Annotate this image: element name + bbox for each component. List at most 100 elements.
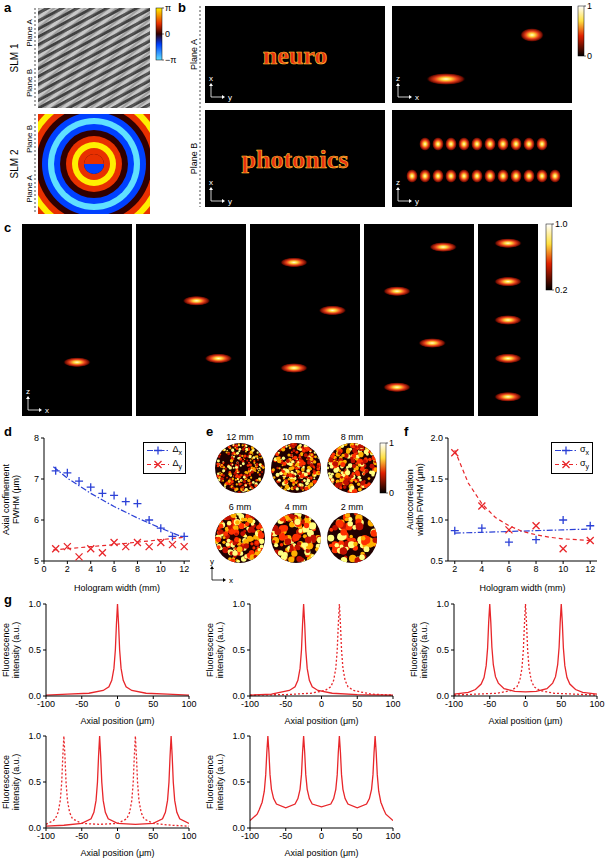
svg-text:Fluorescence: Fluorescence	[205, 623, 215, 677]
svg-text:Hologram width (mm): Hologram width (mm)	[74, 583, 160, 593]
svg-text:5: 5	[34, 556, 39, 566]
svg-text:12: 12	[585, 564, 595, 574]
svg-text:Plane B: Plane B	[189, 143, 199, 175]
svg-text:1.0: 1.0	[28, 599, 41, 609]
svg-text:0.0: 0.0	[436, 691, 449, 701]
svg-text:1.0: 1.0	[232, 731, 245, 741]
svg-text:0.5: 0.5	[28, 645, 41, 655]
svg-text:4: 4	[479, 564, 484, 574]
svg-text:2 mm: 2 mm	[341, 502, 364, 512]
svg-text:g: g	[4, 592, 12, 607]
svg-text:0.5: 0.5	[232, 777, 245, 787]
svg-text:100: 100	[385, 831, 400, 841]
svg-text:y: y	[228, 93, 232, 102]
svg-text:y: y	[210, 557, 214, 566]
svg-text:Axial confinement: Axial confinement	[1, 463, 11, 535]
svg-text:Axial position (μm): Axial position (μm)	[284, 848, 358, 858]
svg-text:8: 8	[534, 564, 539, 574]
svg-text:1.5: 1.5	[430, 474, 443, 484]
svg-text:0.2: 0.2	[555, 285, 568, 295]
svg-text:12: 12	[179, 564, 189, 574]
svg-text:10 mm: 10 mm	[282, 432, 310, 442]
svg-text:-50: -50	[75, 831, 88, 841]
svg-text:1.0: 1.0	[430, 515, 443, 525]
svg-text:0: 0	[389, 488, 394, 498]
svg-text:50: 50	[352, 699, 362, 709]
svg-text:0: 0	[319, 699, 324, 709]
svg-text:π: π	[165, 3, 171, 13]
svg-text:10: 10	[156, 564, 166, 574]
svg-text:x: x	[209, 74, 213, 83]
svg-text:1.0: 1.0	[232, 599, 245, 609]
svg-text:4 mm: 4 mm	[285, 502, 308, 512]
svg-text:2: 2	[452, 564, 457, 574]
svg-text:z: z	[396, 178, 400, 187]
svg-text:d: d	[4, 424, 12, 439]
svg-text:6 mm: 6 mm	[229, 502, 252, 512]
svg-text:width FWHM (μm): width FWHM (μm)	[415, 463, 425, 537]
svg-text:Plane B: Plane B	[25, 69, 34, 97]
svg-text:f: f	[404, 424, 409, 439]
svg-text:Fluorescence: Fluorescence	[205, 755, 215, 809]
svg-text:0: 0	[115, 831, 120, 841]
svg-text:Hologram width (mm): Hologram width (mm)	[479, 583, 565, 593]
svg-text:−π: −π	[165, 55, 176, 65]
svg-text:6: 6	[112, 564, 117, 574]
svg-text:0.0: 0.0	[232, 691, 245, 701]
svg-text:Plane B: Plane B	[25, 125, 34, 153]
svg-text:z: z	[26, 387, 30, 396]
svg-text:FWHM (μm): FWHM (μm)	[11, 475, 21, 524]
svg-text:7: 7	[34, 474, 39, 484]
svg-text:b: b	[178, 0, 186, 15]
svg-text:Axial position (μm): Axial position (μm)	[284, 716, 358, 726]
svg-text:Plane A: Plane A	[25, 175, 34, 203]
svg-text:8 mm: 8 mm	[341, 432, 364, 442]
svg-text:1.0: 1.0	[436, 599, 449, 609]
svg-text:x: x	[209, 178, 213, 187]
svg-text:Plane A: Plane A	[189, 39, 199, 70]
svg-text:1: 1	[389, 438, 394, 448]
svg-text:-50: -50	[279, 831, 292, 841]
svg-text:Plane A: Plane A	[25, 19, 34, 47]
svg-text:c: c	[4, 220, 11, 235]
svg-text:1.0: 1.0	[28, 731, 41, 741]
svg-text:1.0: 1.0	[555, 219, 568, 229]
svg-text:2.0: 2.0	[430, 433, 443, 443]
svg-text:0.5: 0.5	[232, 645, 245, 655]
svg-text:0: 0	[115, 699, 120, 709]
svg-text:2: 2	[65, 564, 70, 574]
svg-text:12 mm: 12 mm	[226, 432, 254, 442]
svg-text:neuro: neuro	[263, 41, 328, 70]
svg-text:SLM 1: SLM 1	[9, 43, 20, 72]
svg-text:intensity (a.u.): intensity (a.u.)	[419, 622, 429, 679]
svg-text:0.0: 0.0	[28, 823, 41, 833]
svg-text:0: 0	[41, 564, 46, 574]
svg-text:e: e	[206, 424, 213, 439]
svg-text:photonics: photonics	[242, 145, 349, 174]
svg-text:100: 100	[385, 699, 400, 709]
svg-text:6: 6	[506, 564, 511, 574]
svg-text:intensity (a.u.): intensity (a.u.)	[215, 754, 225, 811]
svg-text:0: 0	[319, 831, 324, 841]
svg-text:Fluorescence: Fluorescence	[1, 755, 11, 809]
svg-text:Fluorescence: Fluorescence	[409, 623, 419, 677]
svg-text:6: 6	[34, 515, 39, 525]
svg-text:-50: -50	[75, 699, 88, 709]
svg-text:8: 8	[135, 564, 140, 574]
svg-text:-50: -50	[279, 699, 292, 709]
svg-text:0.0: 0.0	[232, 823, 245, 833]
svg-text:y: y	[415, 197, 419, 206]
svg-text:50: 50	[556, 699, 566, 709]
svg-text:Fluorescence: Fluorescence	[1, 623, 11, 677]
svg-text:10: 10	[558, 564, 568, 574]
svg-text:intensity (a.u.): intensity (a.u.)	[11, 754, 21, 811]
svg-text:0.5: 0.5	[28, 777, 41, 787]
svg-text:Axial position (μm): Axial position (μm)	[488, 716, 562, 726]
svg-text:0: 0	[165, 29, 170, 39]
svg-text:SLM 2: SLM 2	[9, 149, 20, 178]
svg-text:Autocorrelation: Autocorrelation	[405, 469, 415, 530]
svg-text:Axial position (μm): Axial position (μm)	[80, 848, 154, 858]
svg-text:-50: -50	[483, 699, 496, 709]
svg-text:50: 50	[148, 699, 158, 709]
svg-text:Axial position (μm): Axial position (μm)	[80, 716, 154, 726]
